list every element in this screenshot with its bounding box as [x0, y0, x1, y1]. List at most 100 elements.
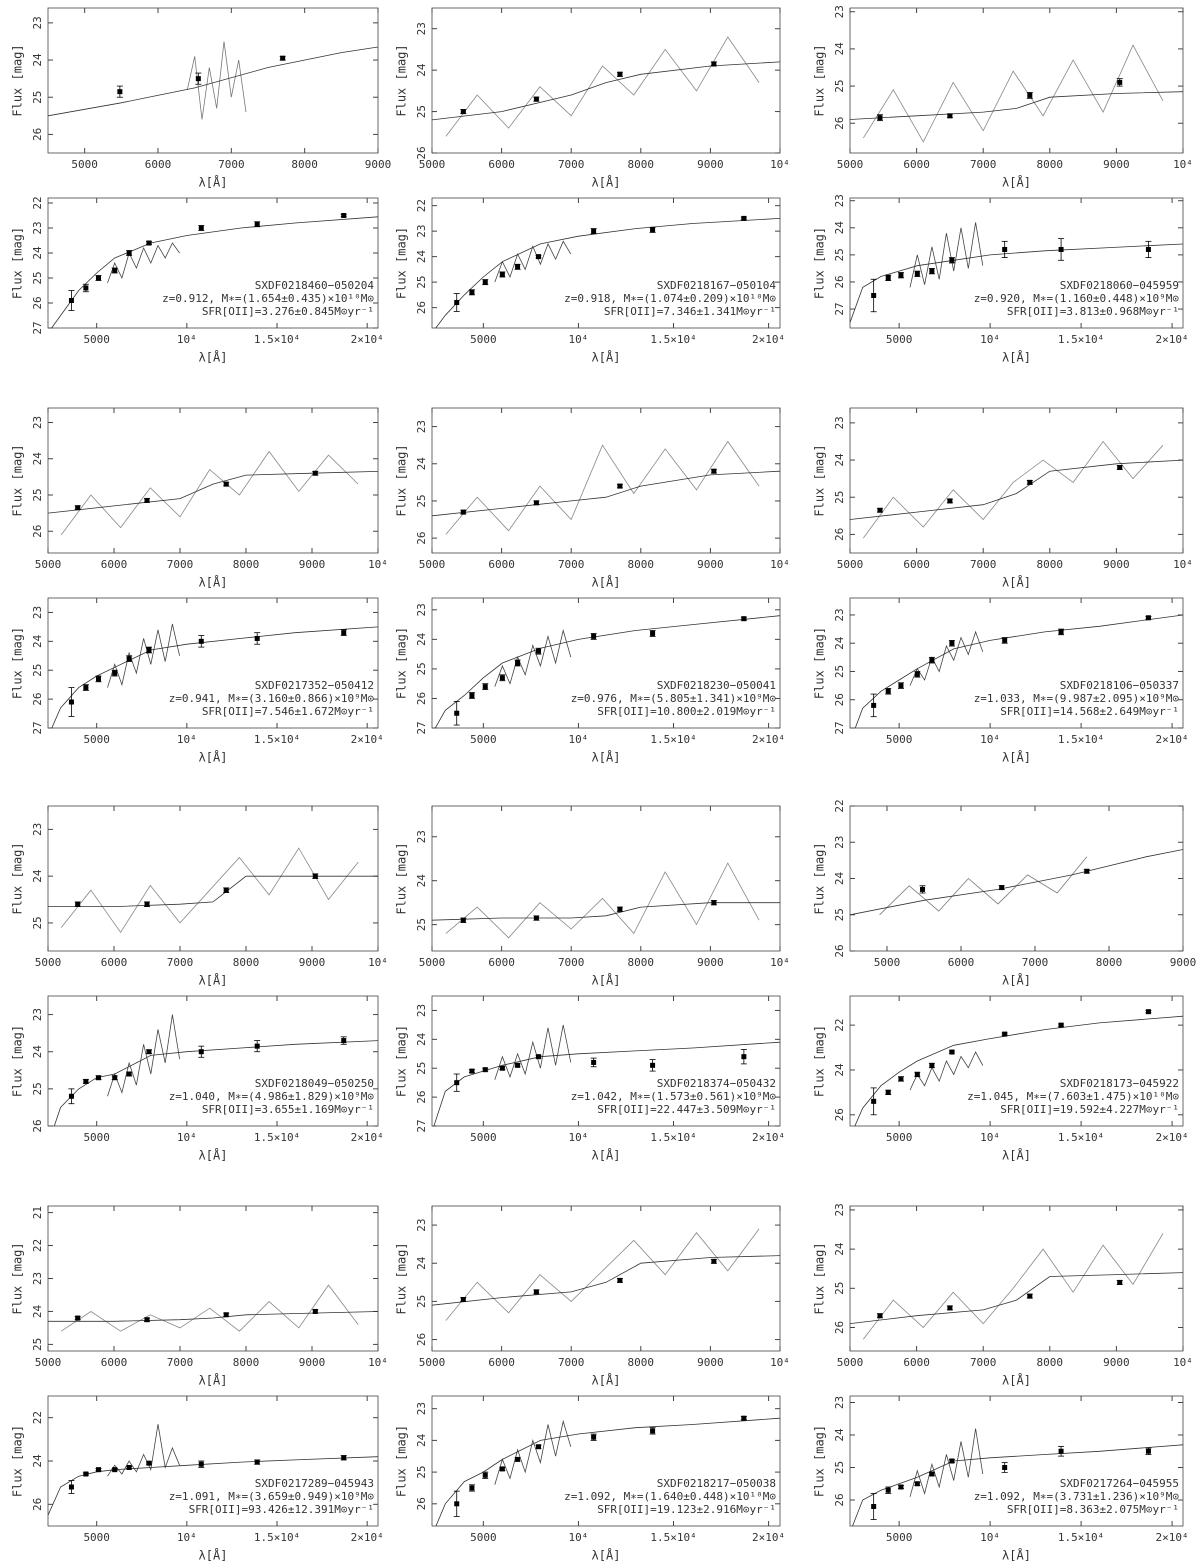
y-tick-label: 26 [833, 528, 846, 541]
photometry-point [533, 500, 539, 506]
x-tick-label: 9000 [697, 558, 724, 571]
photometry-point [460, 109, 466, 115]
photometry-point [117, 89, 123, 95]
photometry-point [871, 1098, 877, 1104]
photometry-point [929, 657, 935, 663]
plot-area [854, 1009, 1183, 1126]
photometry-point [95, 676, 101, 682]
y-tick-label: 24 [833, 872, 846, 886]
photometry-point [877, 1313, 883, 1319]
annotation: z=1.045, M∗=(7.603±1.475)×10¹⁰M⊙ [967, 1090, 1179, 1103]
annotation: SFR[OII]=10.800±2.019M⊙yr⁻¹ [597, 705, 776, 718]
photometry-point [929, 268, 935, 274]
annotation: SFR[OII]=7.546±1.672M⊙yr⁻¹ [202, 705, 374, 718]
y-axis-label: Flux [mag] [11, 1242, 25, 1314]
plot-frame [849, 597, 1184, 729]
spectrum-line [434, 615, 780, 728]
x-tick-label: 5000 [886, 1531, 913, 1544]
plot-frame [849, 1205, 1184, 1352]
y-tick-label: 25 [415, 918, 428, 931]
x-tick-label: 10⁴ [980, 733, 1000, 746]
annotation: z=0.941, M∗=(3.160±0.866)×10⁹M⊙ [169, 692, 374, 705]
y-axis-label: Flux [mag] [11, 1025, 25, 1097]
y-axis-label: Flux [mag] [11, 842, 25, 914]
y-tick-label: 23 [833, 194, 846, 207]
x-tick-label: 5000 [470, 1131, 497, 1144]
x-tick-label: 9000 [365, 158, 392, 171]
y-tick-label: 26 [31, 1498, 44, 1511]
y-axis-label: Flux [mag] [813, 227, 827, 299]
plot-frame [431, 1395, 781, 1527]
x-tick-label: 1.5×10⁴ [254, 733, 300, 746]
y-tick-label: 23 [415, 1004, 428, 1017]
y-tick-label: 24 [833, 1242, 846, 1256]
photometry-point [198, 1049, 204, 1055]
photometry-point [312, 470, 318, 476]
x-tick-label: 10⁴ [368, 558, 388, 571]
photometry-point [515, 1456, 521, 1462]
photometry-point [871, 702, 877, 708]
x-tick-label: 6000 [145, 158, 172, 171]
photometry-point [929, 1062, 935, 1068]
y-axis-label: Flux [mag] [11, 44, 25, 116]
photometry-point [83, 1471, 89, 1477]
x-tick-label: 1.5×10⁴ [1058, 333, 1104, 346]
photometry-point [1002, 637, 1008, 643]
x-tick-label: 6000 [948, 956, 975, 969]
x-tick-label: 8000 [1037, 558, 1064, 571]
x-tick-label: 10⁴ [770, 558, 790, 571]
x-tick-label: 9000 [299, 1356, 326, 1369]
photometry-point [454, 710, 460, 716]
x-axis-label: λ[Å] [199, 350, 228, 365]
spectrum-line [879, 856, 1088, 916]
annotation: SXDF0218060−045959 [1060, 279, 1179, 292]
photometry-point [223, 887, 229, 893]
x-tick-label: 5000 [419, 158, 446, 171]
x-tick-label: 8000 [628, 558, 655, 571]
panel: 5000 10⁴ 1.5×10⁴ 2×10⁴ 23 24 25 26 27 λ[Å] Flux [m… [395, 597, 785, 765]
panel: 5000 6000 7000 8000 9000 10⁴ 23 24 25 26 λ[Å] Flux … [11, 407, 388, 590]
photometry-point [341, 1038, 347, 1044]
photometry-point [711, 1258, 717, 1264]
y-tick-label: 25 [833, 248, 846, 261]
photometry-point [112, 1467, 118, 1473]
annotation: z=0.918, M∗=(1.074±0.209)×10¹⁰M⊙ [564, 292, 776, 305]
x-axis-label: λ[Å] [592, 575, 621, 590]
panel: 5000 10⁴ 1.5×10⁴ 2×10⁴ 23 24 25 26 27 λ[Å] Flux [m… [813, 194, 1189, 364]
x-tick-label: 5000 [83, 333, 110, 346]
y-tick-label: 23 [833, 1203, 846, 1216]
spectrum-line [909, 222, 984, 288]
photometry-point [949, 1049, 955, 1055]
photometry-point [711, 900, 717, 906]
y-axis-label: Flux [mag] [395, 1425, 409, 1497]
x-tick-label: 6000 [488, 1356, 515, 1369]
photometry-point [914, 1481, 920, 1487]
photometry-point [68, 1093, 74, 1099]
spectrum-line [435, 1417, 780, 1526]
x-tick-label: 2×10⁴ [1156, 333, 1189, 346]
spectrum-line [107, 1014, 180, 1097]
annotation: SFR[OII]=8.363±2.075M⊙yr⁻¹ [1007, 1503, 1179, 1516]
photometry-point [1145, 246, 1151, 252]
plot-frame [849, 1395, 1184, 1527]
y-tick-label: 27 [415, 721, 428, 734]
photometry-point [1002, 1031, 1008, 1037]
panel: 5000 10⁴ 1.5×10⁴ 2×10⁴ 23 24 25 26 27 λ[Å] Flux [m… [11, 597, 384, 765]
x-tick-label: 8000 [1096, 956, 1123, 969]
y-axis-label: Flux [mag] [813, 627, 827, 699]
y-tick-label: 22 [415, 199, 428, 212]
spectrum-line [494, 1419, 572, 1485]
photometry-point [341, 1455, 347, 1461]
plot-area [432, 862, 780, 939]
y-tick-label: 22 [31, 196, 44, 209]
photometry-point [515, 264, 521, 270]
panel: 5000 10⁴ 1.5×10⁴ 2×10⁴ 22 23 24 25 26 λ[Å] Flux [m… [395, 197, 785, 365]
x-axis-label: λ[Å] [1002, 973, 1031, 988]
plot-frame [47, 1205, 379, 1352]
photometry-point [947, 498, 953, 504]
photometry-point [482, 684, 488, 690]
photometry-point [949, 1458, 955, 1464]
photometry-point [617, 71, 623, 77]
x-tick-label: 10⁴ [980, 333, 1000, 346]
x-tick-label: 8000 [628, 956, 655, 969]
